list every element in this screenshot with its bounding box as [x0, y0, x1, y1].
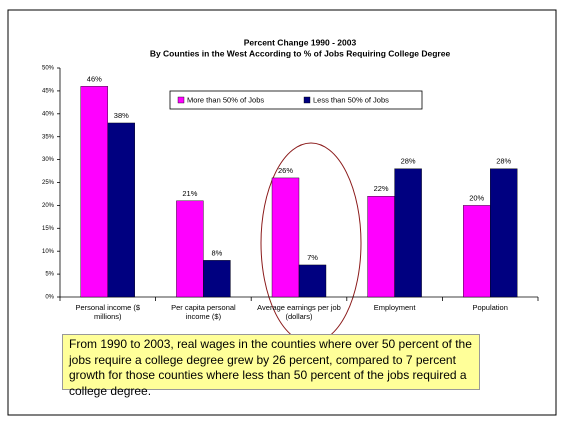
value-label: 22% — [374, 184, 389, 193]
bar — [298, 264, 327, 298]
y-tick-label: 15% — [42, 226, 55, 232]
bar — [490, 168, 518, 298]
y-tick-label: 45% — [42, 88, 55, 94]
bar — [107, 122, 136, 298]
legend-label: More than 50% of Jobs — [187, 95, 264, 104]
y-tick-label: 25% — [42, 180, 55, 186]
x-tick-label: Average earnings per job (dollars) — [257, 303, 341, 321]
value-label: 38% — [114, 111, 129, 120]
y-tick-label: 30% — [42, 157, 55, 163]
chart-subtitle: By Counties in the West According to % o… — [150, 48, 451, 58]
value-label: 28% — [401, 157, 416, 166]
legend-swatch — [303, 96, 311, 104]
legend-swatch — [177, 96, 185, 104]
y-tick-label: 35% — [42, 134, 55, 140]
value-label: 28% — [496, 157, 511, 166]
y-tick-label: 20% — [42, 203, 55, 209]
legend-box — [169, 90, 423, 110]
annotation: From 1990 to 2003, real wages in the cou… — [62, 334, 480, 398]
bar — [367, 196, 395, 298]
x-tick-label: Population — [472, 303, 508, 312]
x-tick-label: Personal income ($ millions) — [75, 303, 141, 321]
y-tick-label: 5% — [45, 272, 54, 278]
value-label: 20% — [469, 193, 484, 202]
bar — [203, 260, 231, 298]
bar — [394, 168, 422, 298]
x-tick-label: Per capita personal income ($) — [171, 303, 236, 321]
x-tick-label: Employment — [373, 303, 416, 312]
bar — [463, 205, 491, 298]
chart-title: Percent Change 1990 - 2003 — [244, 37, 357, 47]
bar — [271, 177, 300, 298]
value-label: 46% — [87, 74, 102, 83]
value-label: 26% — [278, 166, 293, 175]
y-tick-label: 0% — [45, 295, 54, 301]
bar — [80, 86, 109, 298]
y-tick-label: 10% — [42, 249, 55, 255]
value-label: 21% — [182, 189, 197, 198]
bar — [176, 200, 204, 298]
value-label: 8% — [211, 248, 222, 257]
value-label: 7% — [307, 253, 318, 262]
legend-label: Less than 50% of Jobs — [313, 95, 389, 104]
legend: More than 50% of Jobs Less than 50% of Jo… — [169, 90, 423, 110]
y-tick-label: 50% — [42, 66, 55, 72]
y-tick-label: 40% — [42, 111, 55, 117]
